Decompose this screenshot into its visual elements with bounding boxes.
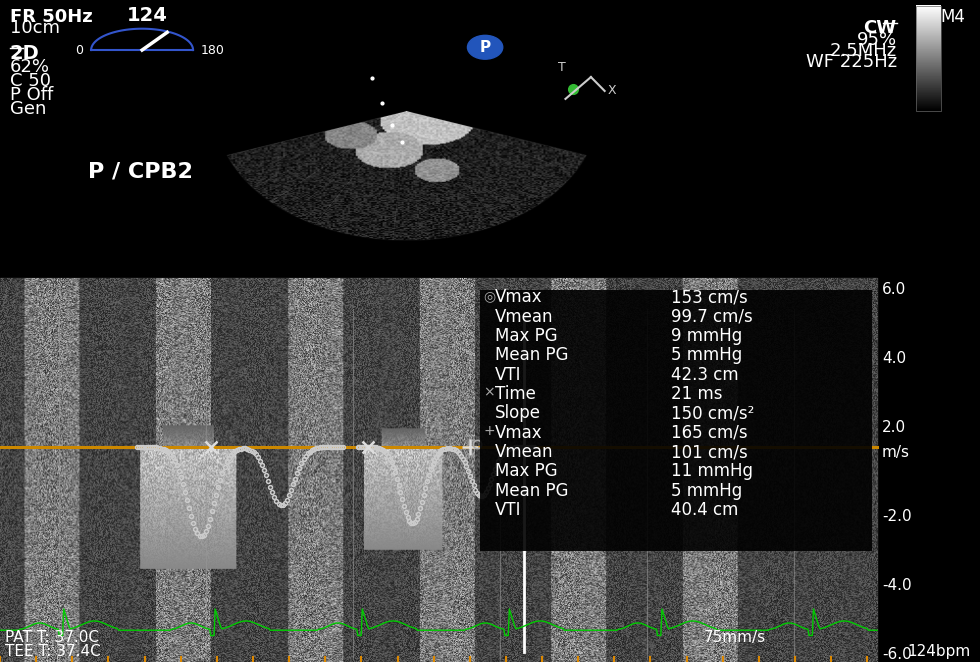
Circle shape	[467, 35, 503, 59]
Text: 2D: 2D	[10, 44, 39, 64]
Text: PAT T: 37.0C: PAT T: 37.0C	[5, 630, 99, 645]
Text: +: +	[483, 424, 495, 438]
Text: P: P	[479, 40, 491, 55]
Text: 153 cm/s: 153 cm/s	[671, 288, 748, 307]
Text: Max PG: Max PG	[495, 327, 558, 345]
Text: WF 225Hz: WF 225Hz	[806, 53, 897, 71]
Text: VTI: VTI	[495, 365, 521, 384]
Text: Mean PG: Mean PG	[495, 346, 568, 364]
Text: Vmean: Vmean	[495, 308, 554, 326]
Text: 6.0: 6.0	[882, 282, 906, 297]
Text: VTI: VTI	[495, 501, 521, 519]
Text: 95%: 95%	[857, 30, 897, 48]
Text: FR 50Hz: FR 50Hz	[10, 9, 92, 26]
Text: 124: 124	[126, 7, 168, 25]
Text: 180: 180	[201, 44, 224, 56]
Text: 9 mmHg: 9 mmHg	[671, 327, 743, 345]
Polygon shape	[227, 111, 586, 240]
Text: 11 mmHg: 11 mmHg	[671, 462, 754, 481]
Text: Max PG: Max PG	[495, 462, 558, 481]
Text: P / CPB2: P / CPB2	[88, 162, 193, 181]
Text: Vmax: Vmax	[495, 288, 543, 307]
Text: m/s: m/s	[882, 446, 910, 460]
Text: 150 cm/s²: 150 cm/s²	[671, 404, 755, 422]
Text: C 50: C 50	[10, 72, 51, 90]
Bar	[916, 5, 941, 111]
Text: 5 mmHg: 5 mmHg	[671, 482, 743, 500]
Bar	[0, 278, 877, 662]
Text: 4.0: 4.0	[882, 351, 906, 366]
Text: Mean PG: Mean PG	[495, 482, 568, 500]
Text: -4.0: -4.0	[882, 578, 911, 592]
Text: 10cm: 10cm	[10, 19, 60, 38]
Text: 0: 0	[75, 44, 83, 56]
Text: 62%: 62%	[10, 58, 50, 76]
Text: Vmean: Vmean	[495, 443, 554, 461]
Text: T: T	[558, 62, 565, 74]
Text: 42.3 cm: 42.3 cm	[671, 365, 739, 384]
Text: ◎: ◎	[483, 289, 495, 303]
Text: 40.4 cm: 40.4 cm	[671, 501, 739, 519]
Text: -2.0: -2.0	[882, 508, 911, 524]
Text: CW: CW	[863, 19, 897, 38]
FancyBboxPatch shape	[480, 289, 872, 551]
Text: 2.0: 2.0	[882, 420, 906, 436]
Text: 165 cm/s: 165 cm/s	[671, 424, 748, 442]
Text: 5 mmHg: 5 mmHg	[671, 346, 743, 364]
Text: 75mm/s: 75mm/s	[704, 630, 766, 645]
Text: -6.0: -6.0	[882, 647, 911, 662]
Text: 124bpm: 124bpm	[906, 643, 970, 659]
Text: 21 ms: 21 ms	[671, 385, 723, 403]
Text: P Off: P Off	[10, 86, 53, 104]
Text: 101 cm/s: 101 cm/s	[671, 443, 748, 461]
Text: Vmax: Vmax	[495, 424, 543, 442]
Text: M4: M4	[941, 9, 965, 26]
Text: Time: Time	[495, 385, 536, 403]
Text: ×: ×	[483, 386, 495, 400]
Text: Gen: Gen	[10, 100, 46, 118]
Text: Slope: Slope	[495, 404, 541, 422]
Text: TEE T: 37.4C: TEE T: 37.4C	[5, 643, 101, 659]
Text: X: X	[608, 84, 616, 97]
Text: 99.7 cm/s: 99.7 cm/s	[671, 308, 753, 326]
Text: 2.5MHz: 2.5MHz	[830, 42, 897, 60]
